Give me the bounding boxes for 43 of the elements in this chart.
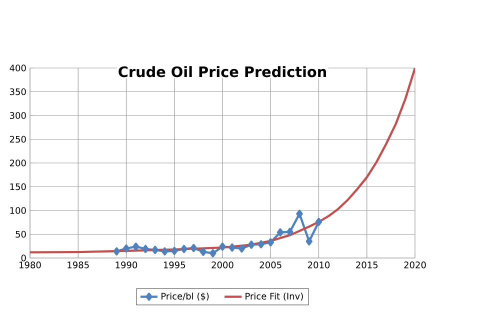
x-tick-label: 2000 [212, 262, 234, 268]
point [296, 210, 303, 218]
y-tick-label: 100 [10, 207, 26, 214]
x-tick-label: 1995 [164, 262, 186, 268]
y-tick-label: 350 [10, 88, 26, 96]
x-tick-label: 2020 [404, 262, 426, 268]
point [286, 228, 294, 236]
legend-label: Price/bl ($) [162, 292, 209, 301]
point [161, 247, 168, 256]
point [142, 244, 149, 254]
legend-label: Price Fit (Inv) [246, 292, 303, 301]
point [122, 244, 130, 253]
point [190, 244, 197, 252]
point [113, 247, 120, 256]
point [306, 237, 312, 246]
point [228, 243, 236, 252]
point [152, 246, 158, 254]
point [200, 248, 207, 256]
x-tick-label: 2005 [260, 262, 282, 268]
x-tick-label: 1980 [20, 262, 41, 268]
point [315, 218, 322, 226]
point [210, 249, 216, 258]
point [248, 240, 255, 249]
point [171, 246, 178, 255]
point [180, 244, 188, 254]
point [132, 242, 140, 251]
point [258, 240, 264, 248]
x-tick-label: 1985 [68, 262, 89, 268]
y-tick-label: 200 [10, 160, 26, 166]
point [238, 244, 246, 253]
x-tick-label: 2015 [356, 262, 378, 268]
x-tick-label: 1990 [116, 262, 138, 268]
y-tick-label: 150 [10, 183, 26, 190]
y-tick-label: 400 [10, 64, 26, 72]
point [219, 242, 226, 251]
point [276, 228, 284, 236]
y-tick-label: 0 [21, 254, 26, 262]
point [267, 238, 274, 246]
y-tick-label: 50 [16, 230, 26, 238]
y-tick-label: 300 [10, 112, 26, 119]
x-tick-label: 2010 [308, 262, 330, 268]
chart-title: Crude Oil Price Prediction [118, 66, 326, 78]
y-tick-label: 250 [10, 136, 26, 143]
